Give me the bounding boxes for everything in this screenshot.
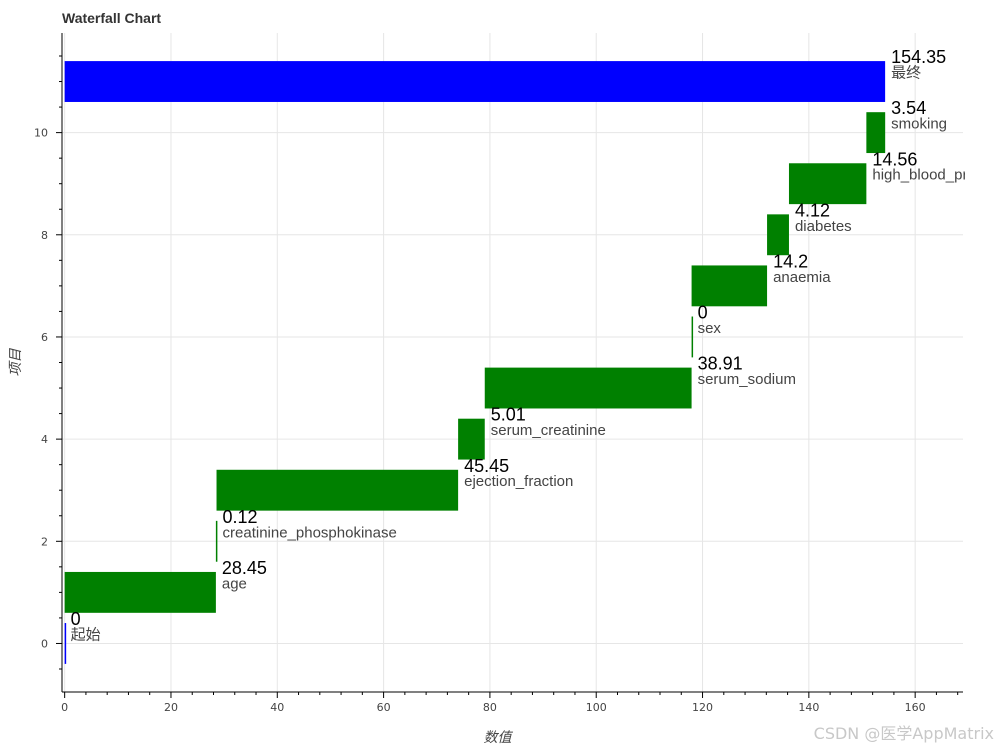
bar-labels: 0起始28.45age0.12creatinine_phosphokinase4…	[71, 47, 1000, 643]
axes: 0 20 40 60 80 100 120 140 160 0 2 4 6 8 10	[34, 33, 963, 714]
bar-name-label: 起始	[71, 626, 101, 643]
x-tick-label: 100	[586, 701, 607, 714]
y-tick-label: 6	[41, 331, 48, 344]
bar-value-label: 28.45	[222, 558, 267, 578]
bar-step	[767, 214, 789, 256]
watermark: CSDN @医学AppMatrix	[813, 724, 994, 743]
bar-name-label: sex	[698, 320, 722, 337]
bar-name-label: diabetes	[795, 218, 852, 235]
bar-value-label: 154.35	[891, 47, 946, 67]
bar-value-label: 38.91	[698, 354, 743, 374]
bar-total	[64, 623, 67, 664]
bar-name-label: serum_sodium	[698, 371, 796, 388]
x-tick-label: 40	[270, 701, 284, 714]
bar-value-label: 0	[698, 303, 708, 323]
bar-name-label: ejection_fraction	[464, 473, 573, 490]
bar-step	[64, 571, 216, 613]
x-tick-label: 80	[483, 701, 497, 714]
bar-step	[216, 469, 459, 511]
bar-name-label: serum_creatinine	[491, 422, 606, 439]
bar-value-label: 0	[71, 609, 81, 629]
bar-value-label: 5.01	[491, 405, 526, 425]
bar-step	[691, 316, 694, 358]
bar-value-label: 0.12	[223, 507, 258, 527]
x-tick-label: 20	[164, 701, 178, 714]
bar-name-label: anaemia	[773, 269, 831, 286]
bar-name-label: creatinine_phosphokinase	[223, 524, 397, 541]
bar-step	[484, 367, 692, 409]
bars	[64, 61, 886, 664]
x-tick-label: 160	[905, 701, 926, 714]
y-tick-label: 2	[41, 535, 48, 548]
y-tick-label: 4	[41, 433, 48, 446]
x-tick-label: 140	[798, 701, 819, 714]
bar-value-label: 45.45	[464, 456, 509, 476]
bar-name-label: smoking	[891, 116, 947, 133]
bar-name-label: 最终	[891, 65, 921, 82]
grid-lines	[62, 33, 963, 692]
x-tick-label: 60	[377, 701, 391, 714]
bar-name-label: age	[222, 575, 247, 592]
bar-value-label: 14.56	[872, 149, 917, 169]
x-axis-title: 数值	[484, 730, 514, 746]
bar-value-label: 3.54	[891, 98, 926, 118]
y-axis-title: 项目	[8, 348, 24, 377]
bar-total	[64, 61, 886, 102]
x-tick-label: 0	[61, 701, 68, 714]
bar-step	[215, 520, 218, 562]
bar-step	[458, 418, 485, 460]
x-tick-label: 120	[692, 701, 713, 714]
bar-step	[691, 265, 768, 307]
y-tick-label: 10	[34, 127, 48, 140]
chart-title: Waterfall Chart	[62, 10, 161, 26]
bar-step	[788, 163, 867, 205]
y-tick-label: 0	[41, 637, 48, 650]
bar-value-label: 4.12	[795, 200, 830, 220]
bar-step	[866, 112, 886, 154]
bar-name-label: high_blood_pressure	[872, 167, 1000, 184]
bar-value-label: 14.2	[773, 251, 808, 271]
y-tick-label: 8	[41, 229, 48, 242]
